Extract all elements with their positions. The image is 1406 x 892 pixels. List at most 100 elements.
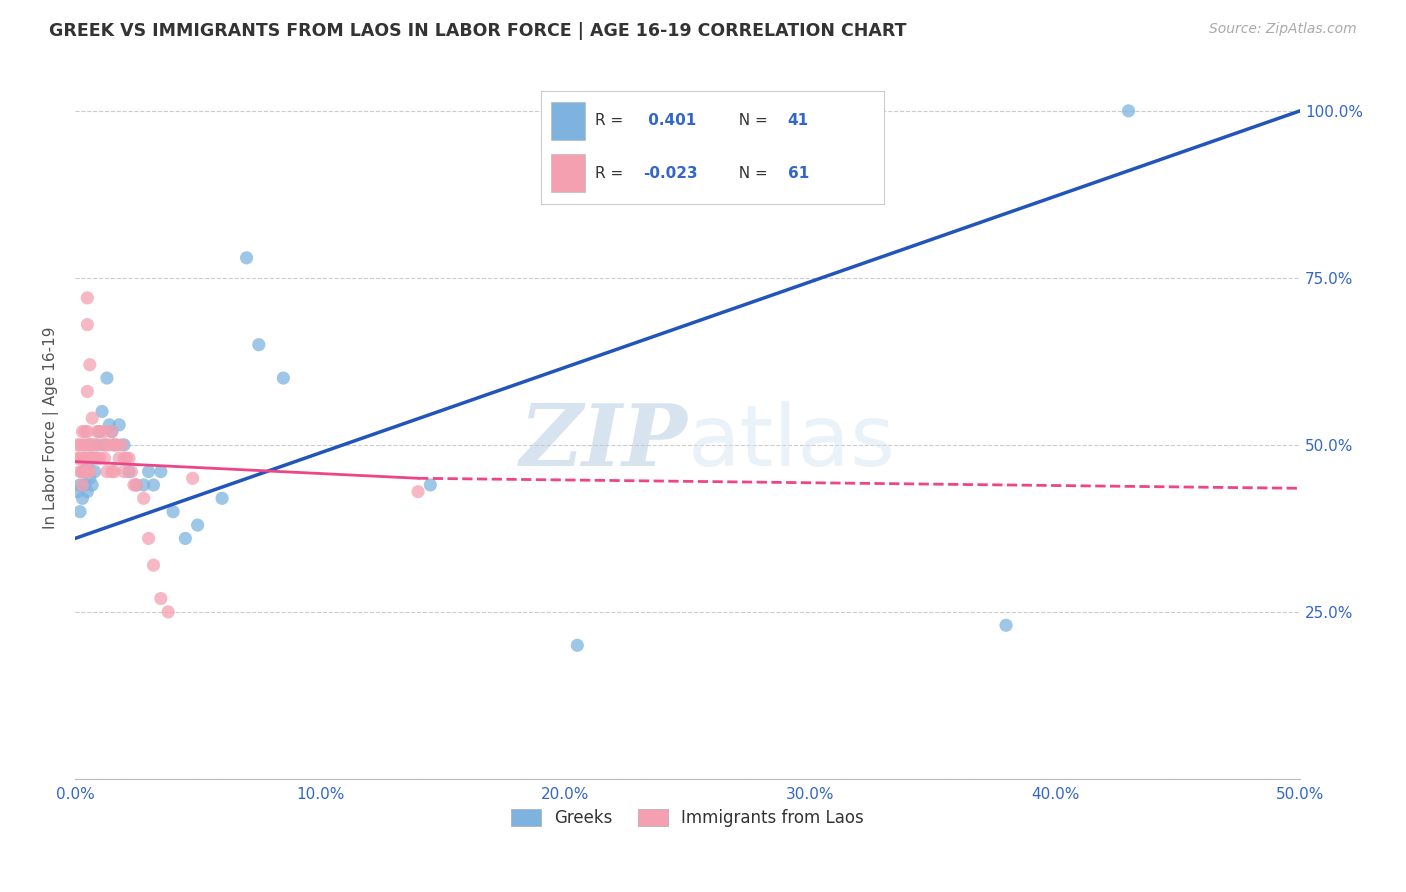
Point [96, 465, 118, 479]
Point [72, 425, 94, 439]
Point [1118, 103, 1140, 118]
Point [101, 425, 124, 439]
Point [103, 438, 125, 452]
Point [76, 465, 98, 479]
Point [132, 478, 155, 492]
Point [83, 465, 105, 479]
Point [69, 478, 91, 492]
Point [79, 438, 101, 452]
Point [86, 438, 108, 452]
Y-axis label: In Labor Force | Age 16-19: In Labor Force | Age 16-19 [44, 327, 59, 530]
Point [419, 478, 441, 492]
Point [76, 425, 98, 439]
Point [79, 358, 101, 372]
Point [101, 465, 124, 479]
Point [83, 451, 105, 466]
Point [83, 438, 105, 452]
Point [181, 471, 204, 485]
Point [66, 484, 89, 499]
Point [89, 425, 111, 439]
Text: Source: ZipAtlas.com: Source: ZipAtlas.com [1209, 22, 1357, 37]
Point [79, 451, 101, 466]
Point [93, 438, 115, 452]
Point [79, 471, 101, 485]
Point [91, 404, 114, 418]
Point [89, 425, 111, 439]
Point [118, 451, 141, 466]
Point [69, 465, 91, 479]
Point [115, 451, 138, 466]
Point [66, 451, 89, 466]
Point [132, 491, 155, 506]
Point [76, 438, 98, 452]
Point [567, 638, 589, 652]
Point [108, 417, 131, 432]
Point [82, 478, 104, 492]
Point [111, 438, 134, 452]
Point [72, 478, 94, 492]
Point [69, 451, 91, 466]
Point [76, 318, 98, 332]
Point [138, 532, 160, 546]
Point [73, 451, 96, 466]
Text: ZIP: ZIP [520, 401, 688, 484]
Point [101, 425, 124, 439]
Point [162, 505, 184, 519]
Point [98, 438, 121, 452]
Point [157, 605, 180, 619]
Point [103, 438, 125, 452]
Point [142, 478, 165, 492]
Point [89, 451, 111, 466]
Point [72, 465, 94, 479]
Point [79, 438, 101, 452]
Point [96, 371, 118, 385]
Point [96, 438, 118, 452]
Point [69, 505, 91, 519]
Point [72, 438, 94, 452]
Point [69, 438, 91, 452]
Point [82, 438, 104, 452]
Point [112, 438, 135, 452]
Point [174, 532, 197, 546]
Point [122, 478, 145, 492]
Point [73, 438, 96, 452]
Point [211, 491, 233, 506]
Point [138, 465, 160, 479]
Point [76, 291, 98, 305]
Point [273, 371, 295, 385]
Point [105, 438, 128, 452]
Point [118, 465, 141, 479]
Point [98, 417, 121, 432]
Point [187, 518, 209, 533]
Point [142, 558, 165, 573]
Point [72, 451, 94, 466]
Point [72, 491, 94, 506]
Point [125, 478, 148, 492]
Point [82, 411, 104, 425]
Point [73, 425, 96, 439]
Point [149, 591, 172, 606]
Point [82, 451, 104, 466]
Point [112, 451, 135, 466]
Point [93, 451, 115, 466]
Point [76, 484, 98, 499]
Point [72, 465, 94, 479]
Point [247, 337, 270, 351]
Point [86, 451, 108, 466]
Point [235, 251, 257, 265]
Point [82, 451, 104, 466]
Point [406, 484, 429, 499]
Point [73, 465, 96, 479]
Point [120, 465, 142, 479]
Point [76, 384, 98, 399]
Point [995, 618, 1018, 632]
Legend: Greeks, Immigrants from Laos: Greeks, Immigrants from Laos [505, 802, 870, 834]
Point [79, 465, 101, 479]
Point [125, 478, 148, 492]
Point [73, 478, 96, 492]
Text: GREEK VS IMMIGRANTS FROM LAOS IN LABOR FORCE | AGE 16-19 CORRELATION CHART: GREEK VS IMMIGRANTS FROM LAOS IN LABOR F… [49, 22, 907, 40]
Point [76, 458, 98, 472]
Point [108, 451, 131, 466]
Point [86, 425, 108, 439]
Point [112, 465, 135, 479]
